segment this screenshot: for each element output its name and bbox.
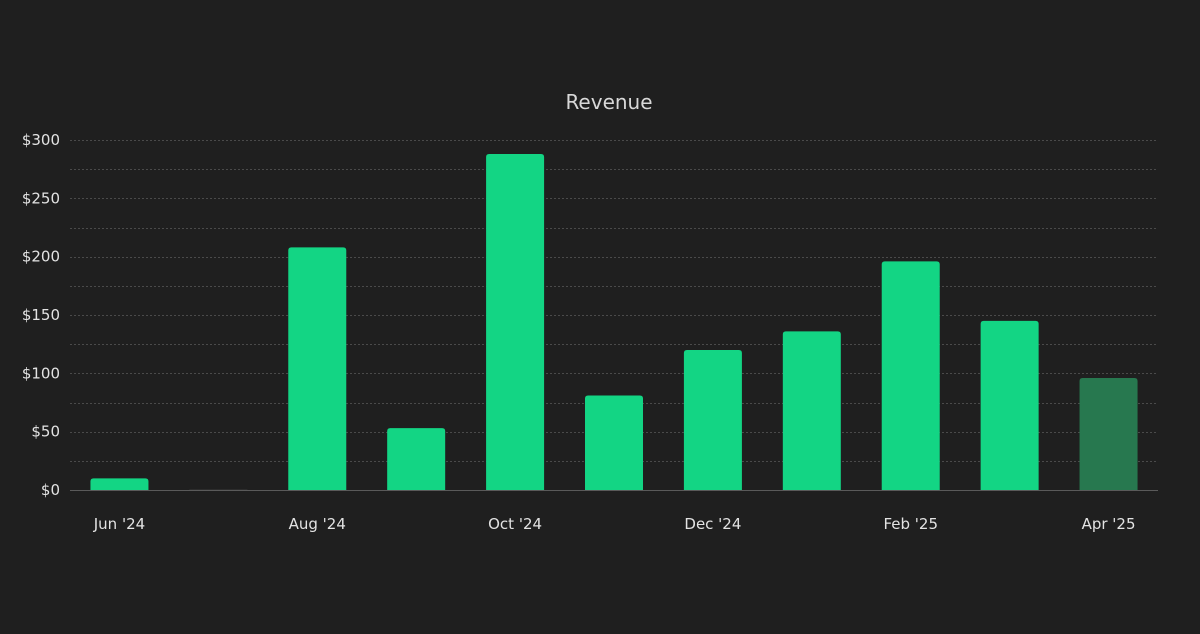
bars: [90, 154, 1138, 491]
x-tick-label: Jun '24: [93, 515, 145, 533]
bar: [881, 261, 940, 490]
y-tick-label: $200: [22, 248, 60, 266]
chart-title: Revenue: [565, 90, 652, 114]
bar: [980, 320, 1039, 490]
x-tick-label: Dec '24: [684, 515, 741, 533]
y-tick-label: $0: [41, 481, 60, 499]
y-tick-label: $300: [22, 131, 60, 149]
y-tick-label: $250: [22, 189, 60, 207]
x-tick-label: Apr '25: [1082, 515, 1136, 533]
x-tick-label: Oct '24: [488, 515, 542, 533]
bar: [1079, 378, 1138, 490]
y-axis: $0 $50 $100 $150 $200 $250 $300: [22, 131, 60, 499]
y-tick-label: $50: [31, 423, 60, 441]
bar: [90, 478, 149, 490]
bar: [486, 154, 545, 490]
bar: [782, 331, 841, 490]
x-tick-label: Feb '25: [883, 515, 938, 533]
bar: [683, 350, 742, 490]
x-tick-label: Aug '24: [289, 515, 346, 533]
bar: [585, 395, 643, 490]
x-axis: Jun '24 Aug '24 Oct '24 Dec '24 Feb '25 Apr '…: [70, 490, 1158, 533]
y-tick-label: $100: [22, 364, 60, 382]
bar: [288, 247, 347, 490]
bar: [387, 428, 446, 490]
y-tick-label: $150: [22, 306, 60, 324]
